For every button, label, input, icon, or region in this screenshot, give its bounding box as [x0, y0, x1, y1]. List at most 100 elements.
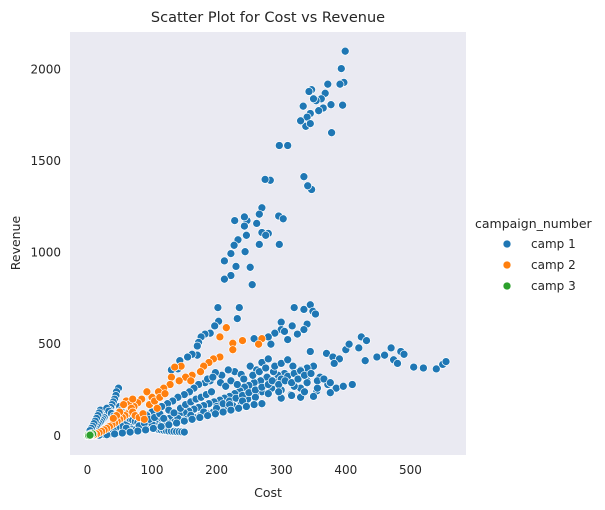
data-point-camp-2	[139, 414, 149, 424]
data-point-camp-1	[249, 400, 259, 409]
y-tick-label: 1000	[30, 246, 61, 260]
data-point-camp-1	[300, 387, 309, 397]
y-tick-label: 0	[53, 429, 61, 443]
data-point-camp-1	[380, 350, 389, 360]
data-point-camp-2	[108, 414, 118, 423]
data-point-camp-2	[152, 403, 162, 413]
data-point-camp-1	[441, 357, 451, 366]
data-point-camp-1	[313, 383, 322, 393]
data-point-camp-1	[305, 347, 315, 356]
data-point-camp-2	[196, 367, 205, 377]
data-point-camp-1	[302, 378, 312, 388]
data-point-camp-1	[329, 359, 339, 368]
data-point-camp-2	[215, 332, 225, 342]
data-point-camp-1	[283, 355, 293, 365]
data-point-camp-1	[299, 172, 309, 182]
data-point-camp-1	[232, 380, 242, 389]
y-tick-label: 2000	[30, 63, 61, 77]
data-point-camp-1	[338, 100, 347, 110]
data-point-camp-1	[133, 426, 143, 436]
legend: campaign_number camp 1 camp 2 camp 3	[475, 216, 593, 293]
data-point-camp-1	[287, 378, 296, 388]
data-point-camp-1	[251, 392, 260, 402]
data-point-camp-1	[240, 247, 250, 257]
legend-marker	[502, 239, 512, 249]
data-point-camp-1	[263, 389, 273, 399]
x-tick-label: 100	[141, 463, 164, 477]
data-point-camp-2	[221, 323, 231, 333]
data-point-camp-1	[260, 175, 270, 184]
data-point-camp-1	[231, 262, 241, 271]
data-point-camp-3	[85, 430, 95, 440]
data-point-camp-1	[263, 354, 273, 364]
data-point-camp-1	[125, 427, 135, 437]
data-point-camp-1	[283, 141, 293, 150]
data-point-camp-1	[226, 249, 236, 258]
data-point-camp-1	[208, 372, 218, 382]
data-point-camp-1	[287, 321, 297, 331]
data-point-camp-1	[148, 424, 158, 433]
data-point-camp-1	[232, 314, 242, 323]
data-point-camp-1	[399, 349, 409, 359]
data-point-camp-2	[228, 345, 238, 355]
data-point-camp-1	[276, 317, 286, 327]
data-point-camp-1	[305, 119, 315, 128]
data-point-camp-2	[170, 362, 180, 372]
data-point-camp-1	[242, 230, 251, 240]
data-point-camp-1	[220, 256, 229, 266]
data-point-camp-1	[347, 380, 357, 389]
data-point-camp-1	[183, 352, 192, 362]
data-point-camp-1	[226, 405, 236, 415]
data-point-camp-1	[326, 100, 336, 110]
data-point-camp-1	[274, 240, 284, 249]
data-point-camp-1	[340, 46, 350, 56]
data-point-camp-1	[336, 64, 346, 73]
data-point-camp-1	[325, 378, 335, 388]
data-point-camp-1	[261, 230, 271, 240]
data-point-camp-1	[298, 101, 308, 111]
data-point-camp-1	[327, 128, 336, 138]
y-ticks: 0 500 1000 1500 2000	[30, 63, 61, 443]
data-point-camp-2	[167, 372, 176, 382]
data-point-camp-1	[226, 271, 236, 280]
data-point-camp-1	[234, 303, 244, 312]
data-point-camp-1	[187, 414, 197, 424]
data-point-camp-1	[257, 399, 267, 409]
data-point-camp-1	[110, 429, 119, 439]
data-point-camp-1	[311, 309, 320, 319]
data-point-camp-1	[289, 303, 299, 312]
data-point-camp-1	[247, 280, 257, 290]
data-point-camp-1	[344, 339, 354, 349]
x-tick-label: 500	[399, 463, 422, 477]
data-point-camp-2	[142, 387, 152, 397]
data-point-camp-1	[156, 422, 166, 431]
data-point-camp-1	[218, 407, 228, 417]
data-point-camp-1	[221, 381, 231, 391]
data-point-camp-2	[238, 336, 247, 345]
data-point-camp-1	[254, 367, 264, 377]
data-point-camp-1	[306, 369, 316, 378]
data-point-camp-1	[223, 365, 233, 375]
data-point-camp-1	[419, 363, 428, 373]
data-point-camp-1	[192, 341, 202, 351]
legend-marker	[502, 281, 512, 291]
data-point-camp-1	[299, 325, 309, 334]
x-tick-label: 200	[205, 463, 228, 477]
data-point-camp-1	[274, 387, 284, 397]
legend-label: camp 2	[531, 258, 576, 272]
data-point-camp-2	[119, 400, 128, 409]
data-point-camp-1	[248, 370, 258, 380]
y-tick-label: 1500	[30, 154, 61, 168]
data-point-camp-1	[195, 413, 205, 422]
legend-title: campaign_number	[475, 216, 593, 231]
data-point-camp-1	[293, 374, 303, 384]
data-point-camp-1	[211, 409, 220, 419]
data-point-camp-1	[266, 339, 276, 349]
data-point-camp-1	[323, 79, 333, 89]
data-point-camp-1	[293, 329, 302, 339]
data-point-camp-2	[128, 394, 138, 404]
data-point-camp-1	[303, 181, 313, 191]
data-point-camp-2	[160, 389, 170, 399]
data-point-camp-1	[360, 356, 370, 366]
data-point-camp-1	[309, 94, 318, 104]
